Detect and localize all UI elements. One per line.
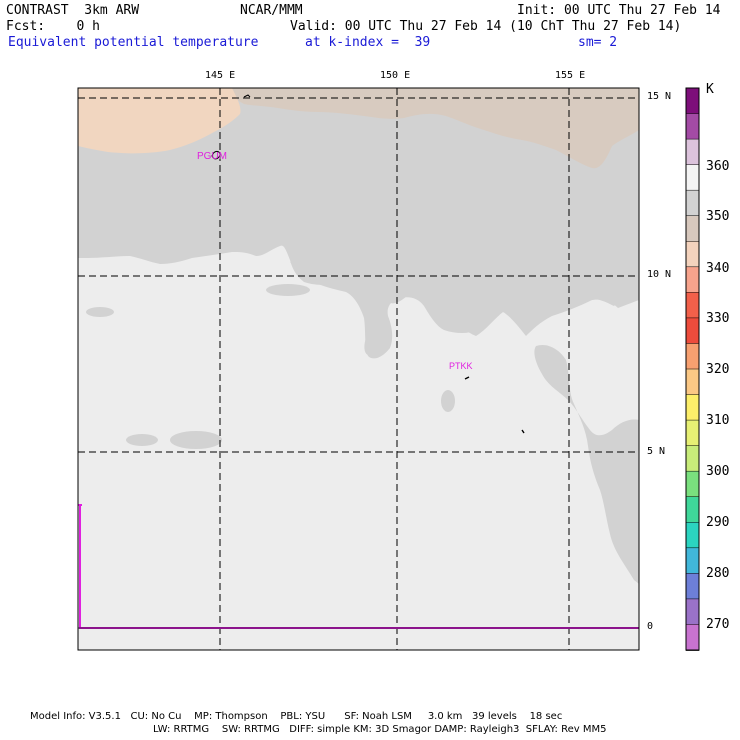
colorbar-label-290: 290: [706, 515, 730, 530]
forecast-hour: Fcst: 0 h: [6, 19, 100, 34]
variable-name: Equivalent potential temperature: [8, 35, 259, 50]
colorbar-segment: [685, 573, 700, 600]
colorbar-segment: [685, 241, 700, 268]
contour-band-345: [78, 88, 639, 169]
contour-patch-island: [441, 390, 455, 412]
colorbar-segment: [685, 547, 700, 575]
colorbar-segment: [685, 496, 700, 524]
chuuk-coastline: [464, 376, 470, 380]
contour-band-350-lobe: [290, 260, 639, 359]
contour-patch-center: [266, 284, 310, 296]
lat-label-eq: 0: [647, 621, 654, 632]
colorbar-label-310: 310: [706, 413, 730, 428]
contour-band-340: [78, 88, 241, 154]
colorbar-segment: [685, 368, 700, 396]
colorbar-segment: [685, 215, 700, 243]
model-name: CONTRAST 3km ARW: [6, 3, 140, 18]
lon-label-150: 150 E: [380, 70, 411, 81]
colorbar-segment: [685, 624, 700, 651]
colorbar-segment: [685, 394, 700, 421]
colorbar-segment: [685, 343, 700, 370]
island-coastline-south: [521, 429, 525, 434]
colorbar-unit: K: [706, 82, 714, 97]
lat-label-10n: 10 N: [647, 269, 672, 280]
lat-label-15n: 15 N: [647, 91, 672, 102]
colorbar-label-300: 300: [706, 464, 730, 479]
footer-model-info: Model Info: V3.5.1 CU: No Cu MP: Thompso…: [30, 711, 563, 722]
lon-label-155: 155 E: [555, 70, 586, 81]
colorbar-segment: [685, 113, 700, 140]
colorbar-label-280: 280: [706, 566, 730, 581]
smoothing-value: sm= 2: [578, 35, 618, 50]
map-figure: [77, 87, 700, 651]
contour-patch-west: [170, 431, 222, 449]
colorbar-label-340: 340: [706, 261, 730, 276]
contour-patch-far-west: [86, 307, 114, 317]
colorbar-label-320: 320: [706, 362, 730, 377]
colorbar-segment: [685, 419, 700, 447]
colorbar-segment: [685, 189, 700, 217]
colorbar-segment: [685, 317, 700, 345]
station-label-pgum: PGUM: [197, 151, 227, 162]
organization: NCAR/MMM: [240, 3, 303, 18]
level-index: at k-index = 39: [305, 35, 431, 50]
colorbar-segment: [685, 266, 700, 294]
station-label-ptkk: PTKK: [449, 361, 473, 371]
lat-lon-grid: [78, 88, 639, 650]
footer-physics-info: LW: RRTMG SW: RRTMG DIFF: simple KM: 3D …: [153, 724, 607, 735]
map-frame: [77, 87, 640, 651]
contour-patch-east: [534, 344, 639, 584]
colorbar-frame: [685, 87, 700, 651]
colorbar-label-350: 350: [706, 209, 730, 224]
colorbar: [685, 87, 700, 651]
contour-patch-west-small: [126, 434, 158, 446]
colorbar-segment: [685, 470, 700, 498]
colorbar-label-270: 270: [706, 617, 730, 632]
colorbar-segment: [685, 522, 700, 549]
colorbar-label-360: 360: [706, 159, 730, 174]
colorbar-segment: [685, 598, 700, 626]
guam-coastline: [211, 150, 221, 160]
colorbar-segment: [685, 292, 700, 319]
colorbar-segment: [685, 164, 700, 192]
lon-label-145: 145 E: [205, 70, 236, 81]
colorbar-segment: [685, 87, 700, 115]
island-coastline-north: [243, 94, 251, 98]
colorbar-segment: [685, 445, 700, 473]
colorbar-segment: [685, 138, 700, 166]
colorbar-label-330: 330: [706, 311, 730, 326]
lat-label-5n: 5 N: [647, 446, 666, 457]
valid-time: Valid: 00 UTC Thu 27 Feb 14 (10 ChT Thu …: [290, 19, 682, 34]
init-time: Init: 00 UTC Thu 27 Feb 14: [517, 3, 721, 18]
